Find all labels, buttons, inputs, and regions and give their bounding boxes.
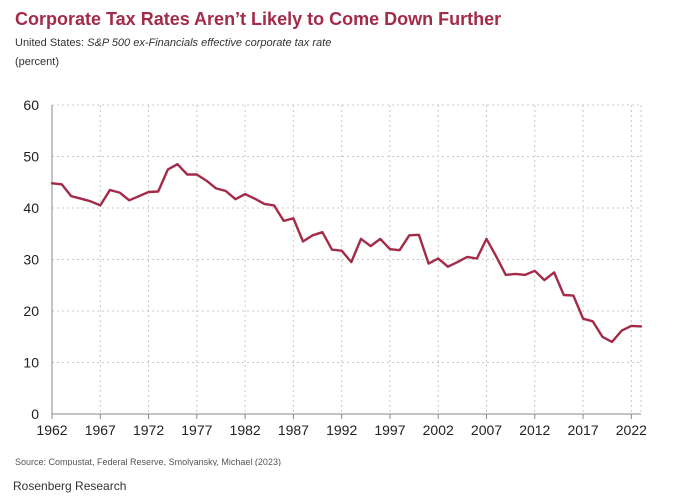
y-tick-label: 40	[23, 200, 39, 216]
x-tick-label: 2017	[567, 422, 598, 438]
axes	[51, 105, 641, 419]
x-tick-label: 2002	[423, 422, 454, 438]
subtitle-description: S&P 500 ex-Financials effective corporat…	[87, 37, 332, 49]
chart-subtitle: United States: S&P 500 ex-Financials eff…	[15, 37, 331, 49]
series-line	[50, 162, 643, 344]
gridlines	[52, 104, 642, 414]
y-tick-labels: 0 10 20 30 40 50 60	[23, 97, 39, 422]
x-tick-label: 2022	[616, 422, 647, 438]
source-note: Source: Compustat, Federal Reserve, Smol…	[15, 457, 281, 466]
x-tick-labels: 1962 1967 1972 1977 1982 1987 1992 1997 2002 2007…	[36, 422, 647, 438]
subtitle-prefix: United States:	[15, 37, 88, 49]
credit-label: Rosenberg Research	[13, 479, 127, 493]
y-tick-label: 60	[23, 97, 39, 113]
x-tick-label: 1967	[85, 422, 116, 438]
y-tick-label: 50	[23, 149, 39, 165]
y-tick-label: 10	[23, 355, 39, 371]
x-tick-label: 2012	[519, 422, 550, 438]
y-tick-label: 0	[31, 406, 39, 422]
y-tick-label: 30	[23, 252, 39, 268]
y-unit-label: (percent)	[15, 56, 60, 68]
x-tick-label: 1992	[326, 422, 357, 438]
x-tick-label: 1982	[230, 422, 261, 438]
y-tick-label: 20	[23, 303, 39, 319]
x-tick-label: 1987	[278, 422, 309, 438]
x-tick-label: 1977	[181, 422, 212, 438]
x-tick-label: 1972	[133, 422, 164, 438]
x-tick-label: 1997	[374, 422, 405, 438]
series-group	[50, 162, 643, 344]
x-tick-label: 1962	[36, 422, 67, 438]
chart-title: Corporate Tax Rates Aren’t Likely to Com…	[15, 9, 502, 29]
x-tick-label: 2007	[471, 422, 502, 438]
